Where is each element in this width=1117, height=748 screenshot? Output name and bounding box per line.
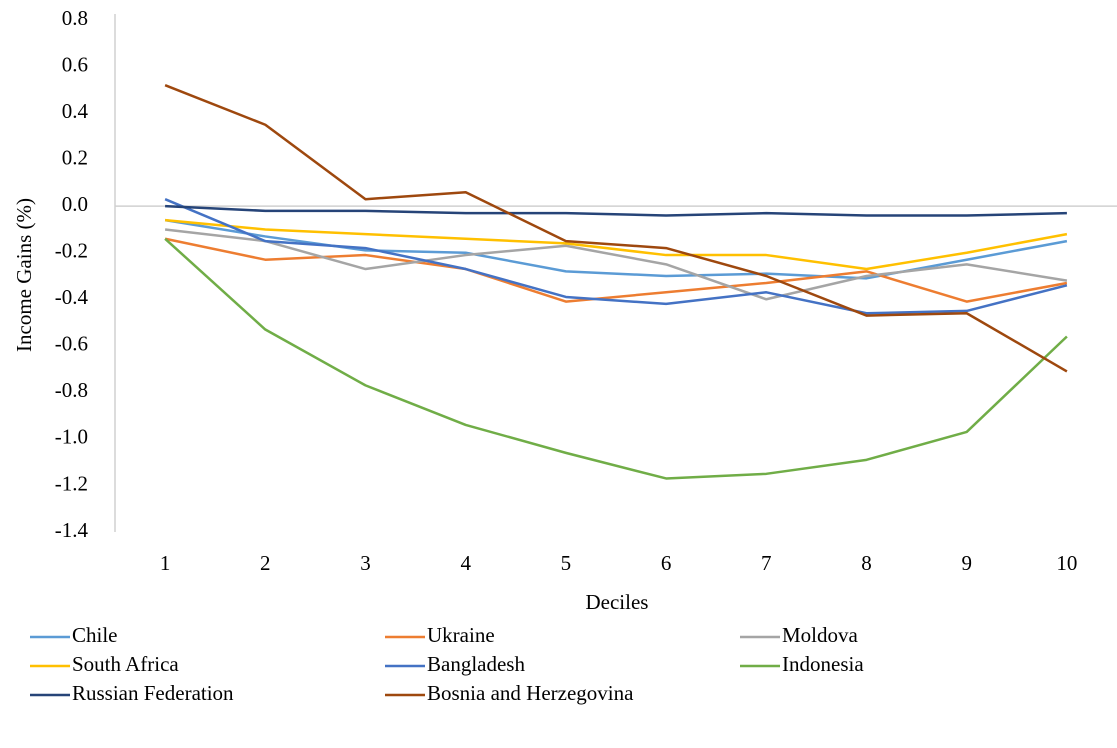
x-axis-title: Deciles <box>586 590 649 614</box>
series-line <box>165 204 1067 217</box>
y-tick-label: -0.2 <box>55 239 88 263</box>
y-tick-label: 0.4 <box>62 99 89 123</box>
series-line <box>164 198 1068 315</box>
x-tick-label: 3 <box>360 551 371 575</box>
x-tick-label: 8 <box>861 551 872 575</box>
x-tick-label: 5 <box>561 551 572 575</box>
y-tick-label: 0.2 <box>62 145 88 169</box>
x-tick-label: 10 <box>1056 551 1077 575</box>
legend-label: Bangladesh <box>427 652 525 676</box>
legend-label: South Africa <box>72 652 179 676</box>
legend-label: Bosnia and Herzegovina <box>427 681 634 705</box>
series-line <box>164 218 1068 271</box>
x-tick-label: 4 <box>460 551 471 575</box>
series-line <box>164 237 1068 480</box>
legend-label: Indonesia <box>782 652 864 676</box>
y-tick-label: -0.4 <box>55 285 89 309</box>
series-line <box>164 228 1068 301</box>
y-tick-label: -0.8 <box>55 378 88 402</box>
legend-label: Ukraine <box>427 623 495 647</box>
series-line <box>164 237 1068 303</box>
series-line <box>164 84 1068 373</box>
x-tick-label: 1 <box>160 551 171 575</box>
x-tick-label: 6 <box>661 551 672 575</box>
y-tick-label: 0.8 <box>62 6 88 30</box>
y-tick-label: -1.2 <box>55 471 88 495</box>
y-tick-label: 0.0 <box>62 192 88 216</box>
legend-label: Russian Federation <box>72 681 234 705</box>
x-tick-label: 2 <box>260 551 271 575</box>
legend-label: Moldova <box>782 623 859 647</box>
legend-label: Chile <box>72 623 118 647</box>
y-tick-label: -1.4 <box>55 518 89 542</box>
y-tick-label: -1.0 <box>55 425 88 449</box>
x-tick-label: 9 <box>961 551 972 575</box>
x-tick-label: 7 <box>761 551 772 575</box>
y-axis-title: Income Gains (%) <box>12 198 36 352</box>
y-tick-label: -0.6 <box>55 332 88 356</box>
y-tick-label: 0.6 <box>62 52 88 76</box>
